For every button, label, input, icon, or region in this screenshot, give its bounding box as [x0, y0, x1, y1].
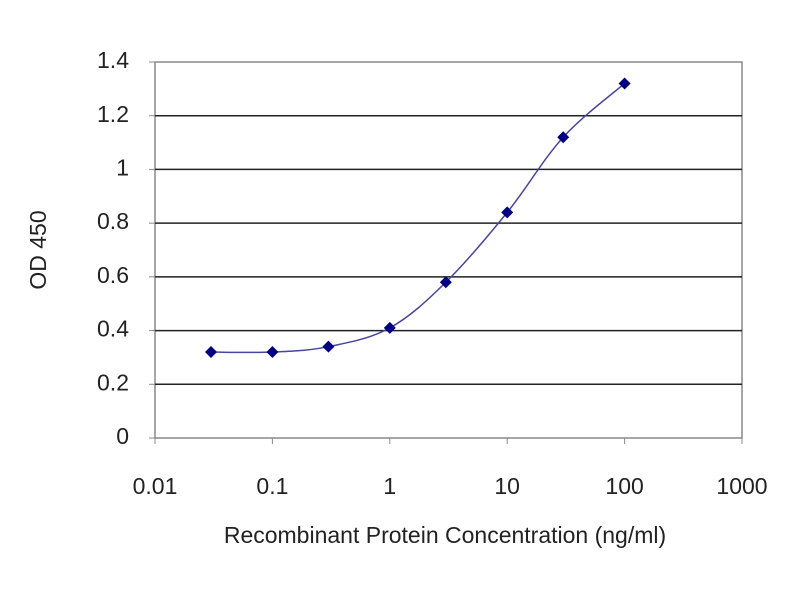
point — [557, 131, 570, 144]
y-tick-label: 1.4 — [97, 47, 129, 73]
y-tick-label: 1 — [116, 155, 129, 181]
point — [266, 346, 279, 359]
x-tick-label: 10 — [494, 473, 520, 499]
y-axis-label: OD 450 — [25, 210, 51, 289]
x-axis-label: Recombinant Protein Concentration (ng/ml… — [224, 522, 666, 548]
point — [383, 321, 396, 334]
x-tick-label: 1 — [383, 473, 396, 499]
y-tick-label: 0 — [116, 423, 129, 449]
x-tick-label: 1000 — [716, 473, 767, 499]
y-tick-label: 0.8 — [97, 208, 129, 234]
x-tick-label: 0.1 — [256, 473, 288, 499]
point — [618, 77, 631, 90]
y-tick-label: 0.6 — [97, 262, 129, 288]
point — [322, 340, 335, 353]
point — [501, 206, 514, 219]
point — [439, 276, 452, 289]
x-tick-label: 100 — [605, 473, 643, 499]
y-tick-label: 1.2 — [97, 101, 129, 127]
point — [205, 346, 218, 359]
plot-area — [154, 61, 743, 439]
y-tick-label: 0.4 — [97, 316, 129, 342]
x-tick-label: 0.01 — [133, 473, 178, 499]
y-tick-label: 0.2 — [97, 369, 129, 395]
